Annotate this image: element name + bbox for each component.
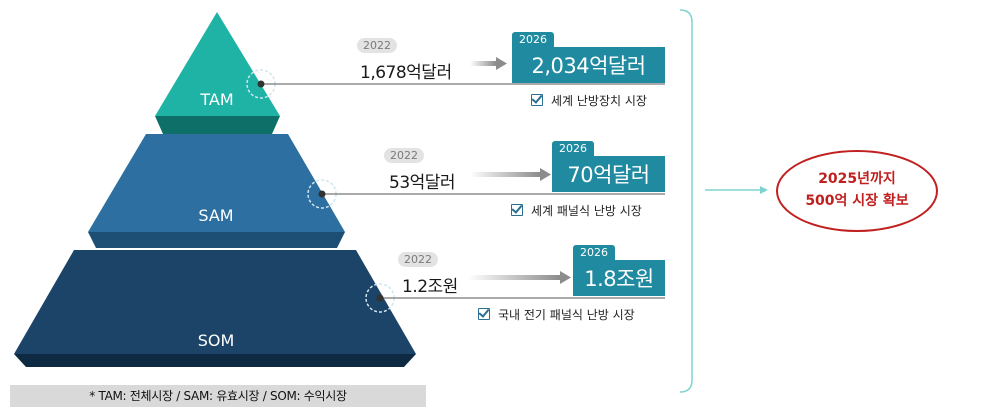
som-base-value: 1.2조원 (402, 277, 458, 297)
som-target-year: 2026 (573, 245, 615, 260)
tam-leader-dot (257, 80, 265, 88)
tam-scope: 세계 난방장치 시장 (551, 94, 647, 108)
som-tier-shadow (14, 354, 416, 367)
sam-tier-shadow (88, 232, 345, 248)
sam-target-year: 2026 (552, 141, 594, 156)
tam-scope-note: 세계 난방장치 시장 (531, 92, 647, 109)
goal-line1: 2025년까지 (818, 171, 896, 187)
som-leader-dot (376, 294, 384, 302)
checkbox-icon (478, 308, 490, 320)
tam-target-year: 2026 (512, 32, 554, 47)
som-growth-arrow (468, 271, 571, 284)
tam-label: TAM (200, 90, 234, 109)
som-tier (14, 250, 416, 354)
som-scope-note: 국내 전기 패널식 난방 시장 (478, 306, 635, 323)
legend-footnote: * TAM: 전체시장 / SAM: 유효시장 / SOM: 수익시장 (10, 385, 426, 407)
sam-growth-arrow (470, 168, 551, 181)
tam-tier-shadow (155, 116, 280, 134)
som-label: SOM (197, 331, 235, 350)
goal-ellipse: 2025년까지 500억 시장 확보 (776, 150, 938, 232)
som-scope: 국내 전기 패널식 난방 시장 (498, 308, 635, 322)
sam-label: SAM (198, 206, 234, 225)
checkbox-icon (531, 94, 543, 106)
goal-line2: 500억 시장 확보 (805, 193, 909, 209)
summary-arrow (705, 186, 768, 194)
tam-base-value: 1,678억달러 (360, 63, 452, 83)
sam-target-value: 70억달러 (552, 156, 665, 192)
som-target-value: 1.8조원 (573, 260, 665, 296)
sam-base-value: 53억달러 (389, 173, 456, 193)
checkbox-icon (511, 204, 523, 216)
sam-scope-note: 세계 패널식 난방 시장 (511, 202, 642, 219)
tam-growth-arrow (470, 57, 507, 70)
sam-tier (88, 134, 345, 232)
sam-base-year: 2022 (384, 148, 424, 163)
sam-scope: 세계 패널식 난방 시장 (531, 204, 642, 218)
som-base-year: 2022 (398, 252, 438, 267)
tam-base-year: 2022 (357, 38, 397, 53)
summary-bracket (679, 9, 693, 393)
tam-target-value: 2,034억달러 (512, 47, 665, 83)
sam-leader-dot (318, 190, 326, 198)
